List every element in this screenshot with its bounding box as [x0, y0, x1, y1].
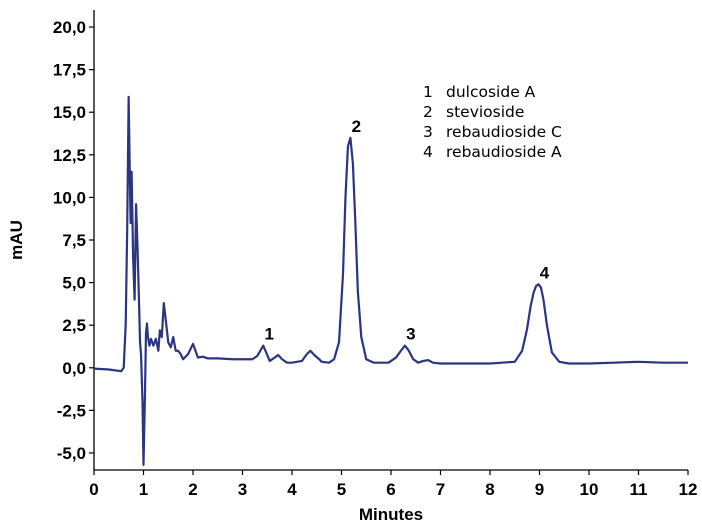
- y-tick-label: -2,5: [57, 401, 86, 420]
- series-line-0: [93, 95, 688, 466]
- x-tick-label: 10: [580, 480, 599, 499]
- legend-number: 1: [423, 83, 433, 101]
- y-tick-label: 12,5: [53, 146, 86, 165]
- x-tick-label: 6: [386, 480, 395, 499]
- y-tick-label: 20,0: [53, 18, 86, 37]
- legend: 1 dulcoside A 2 stevioside 3 rebaudioside C 4 r…: [423, 83, 562, 161]
- legend-entry: stevioside: [446, 103, 524, 121]
- x-tick-label: 12: [679, 480, 698, 499]
- x-axis-label: Minutes: [359, 505, 423, 524]
- peak-label-2: 2: [352, 117, 361, 136]
- peak-labels: 1 2 3 4: [265, 117, 550, 344]
- y-tick-label: 5,0: [62, 274, 86, 293]
- peak-label-3: 3: [406, 325, 415, 344]
- y-tick-label: 7,5: [62, 231, 86, 250]
- series-layer: [93, 95, 688, 466]
- x-axis-ticks: 0 1 2 3 4 5 6 7 8 9 10 11 12: [89, 470, 697, 499]
- y-tick-label: 17,5: [53, 61, 86, 80]
- y-axis-ticks: -5,0 -2,5 0,0 2,5 5,0 7,5 10,0 12,5 15,0 17,5 20,0: [53, 18, 94, 463]
- x-tick-label: 11: [630, 480, 648, 499]
- x-tick-label: 5: [337, 480, 346, 499]
- x-tick-label: 1: [139, 480, 148, 499]
- x-tick-label: 4: [287, 480, 297, 499]
- x-tick-label: 7: [436, 480, 445, 499]
- legend-entry: rebaudioside A: [446, 143, 562, 161]
- y-tick-label: 2,5: [62, 316, 86, 335]
- x-tick-label: 0: [89, 480, 98, 499]
- y-axis-label: mAU: [7, 220, 26, 260]
- peak-label-4: 4: [540, 263, 550, 282]
- x-tick-label: 9: [535, 480, 544, 499]
- y-tick-label: 15,0: [53, 103, 86, 122]
- peak-label-1: 1: [265, 325, 274, 344]
- y-tick-label: 0,0: [62, 359, 86, 378]
- y-tick-label: 10,0: [53, 188, 86, 207]
- y-tick-label: -5,0: [57, 444, 86, 463]
- x-tick-label: 3: [238, 480, 247, 499]
- legend-entry: dulcoside A: [446, 83, 536, 101]
- x-tick-label: 2: [188, 480, 197, 499]
- axes: [93, 10, 688, 471]
- legend-number: 3: [423, 123, 433, 141]
- legend-entry: rebaudioside C: [446, 123, 562, 141]
- x-tick-label: 8: [485, 480, 494, 499]
- legend-number: 2: [423, 103, 433, 121]
- legend-number: 4: [423, 143, 433, 161]
